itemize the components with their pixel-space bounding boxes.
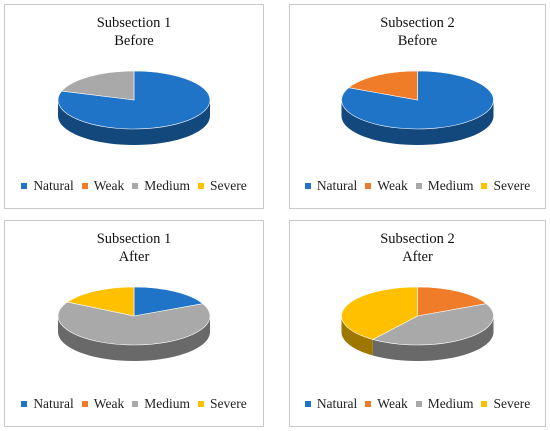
legend-swatch <box>365 400 372 407</box>
legend-swatch <box>132 182 139 189</box>
legend-item-weak: Weak <box>81 178 125 194</box>
legend-item-natural: Natural <box>304 396 358 412</box>
legend-swatch <box>197 182 204 189</box>
chart-legend: Natural Weak Medium Severe <box>290 396 545 412</box>
pie-slice-weak <box>417 286 487 317</box>
legend-label: Weak <box>377 178 408 193</box>
pie-side-severe <box>341 316 373 356</box>
chart-subtitle: Before <box>114 33 154 49</box>
pie-slice-weak <box>348 70 418 101</box>
pie-slice-natural <box>133 286 204 317</box>
legend-label: Weak <box>93 396 125 411</box>
pie-slice-medium <box>372 303 494 346</box>
pie-side-natural <box>341 100 494 145</box>
pie-side-medium <box>372 316 494 361</box>
chart-panel-subsection-2-before: Subsection 2 Before Natural Weak Medium Sev… <box>289 4 546 209</box>
pie-slice-severe <box>341 286 418 340</box>
legend-swatch <box>481 182 488 189</box>
legend-item-natural: Natural <box>304 178 358 194</box>
legend-swatch <box>304 400 311 407</box>
chart-subtitle: After <box>118 249 150 265</box>
legend-label: Severe <box>493 396 531 411</box>
pie-side-natural <box>58 100 210 145</box>
legend-label: Severe <box>209 396 247 411</box>
chart-title: Subsection 2 <box>380 231 455 247</box>
chart-title: Subsection 1 <box>96 231 172 247</box>
chart-panel-subsection-1-after: Subsection 1 After Natural Weak Medium Seve… <box>4 220 264 427</box>
legend-item-medium: Medium <box>132 396 190 412</box>
legend-swatch <box>481 400 488 407</box>
legend-label: Natural <box>316 396 358 411</box>
legend-swatch <box>81 182 88 189</box>
legend-item-severe: Severe <box>481 178 530 194</box>
legend-item-weak: Weak <box>81 396 125 412</box>
legend-label: Weak <box>93 178 125 193</box>
chart-subtitle: After <box>402 249 433 265</box>
legend-item-medium: Medium <box>415 396 474 412</box>
chart-legend: Natural Weak Medium Severe <box>290 178 545 194</box>
legend-swatch <box>81 400 88 407</box>
pie-side-medium <box>58 316 210 361</box>
legend-label: Medium <box>144 396 190 411</box>
legend-item-severe: Severe <box>481 396 530 412</box>
legend-item-medium: Medium <box>132 178 190 194</box>
legend-item-severe: Severe <box>197 178 247 194</box>
pie-chart <box>57 286 211 361</box>
legend-swatch <box>415 400 422 407</box>
legend-swatch <box>21 400 28 407</box>
chart-legend: Natural Weak Medium Severe <box>5 396 263 412</box>
legend-label: Medium <box>427 178 474 193</box>
pie-slice-medium <box>57 301 211 346</box>
legend-swatch <box>365 182 372 189</box>
legend-label: Natural <box>33 178 74 193</box>
legend-label: Medium <box>427 396 474 411</box>
legend-item-natural: Natural <box>21 178 74 194</box>
legend-swatch <box>304 182 311 189</box>
legend-item-weak: Weak <box>365 178 408 194</box>
legend-item-severe: Severe <box>197 396 247 412</box>
chart-panel-subsection-2-after: Subsection 2 After Natural Weak Medium Seve… <box>289 220 546 427</box>
legend-item-weak: Weak <box>365 396 408 412</box>
pie-chart <box>341 70 494 145</box>
legend-item-natural: Natural <box>21 396 74 412</box>
chart-panel-subsection-1-before: Subsection 1 Before Natural Weak Medium Sev… <box>4 4 264 209</box>
legend-label: Natural <box>33 396 74 411</box>
legend-label: Severe <box>209 178 247 193</box>
legend-label: Severe <box>493 178 531 193</box>
chart-title: Subsection 1 <box>96 15 172 31</box>
chart-title: Subsection 2 <box>380 15 455 31</box>
pie-chart <box>57 70 211 145</box>
chart-subtitle: Before <box>397 33 438 49</box>
legend-label: Medium <box>144 178 190 193</box>
legend-swatch <box>132 400 139 407</box>
pie-chart <box>341 286 494 361</box>
legend-swatch <box>21 182 28 189</box>
chart-legend: Natural Weak Medium Severe <box>5 178 263 194</box>
pie-slice-medium <box>61 70 135 101</box>
legend-swatch <box>197 400 204 407</box>
legend-item-medium: Medium <box>415 178 474 194</box>
pie-slice-severe <box>66 286 135 317</box>
legend-label: Weak <box>377 396 408 411</box>
legend-label: Natural <box>316 178 358 193</box>
legend-swatch <box>415 182 422 189</box>
